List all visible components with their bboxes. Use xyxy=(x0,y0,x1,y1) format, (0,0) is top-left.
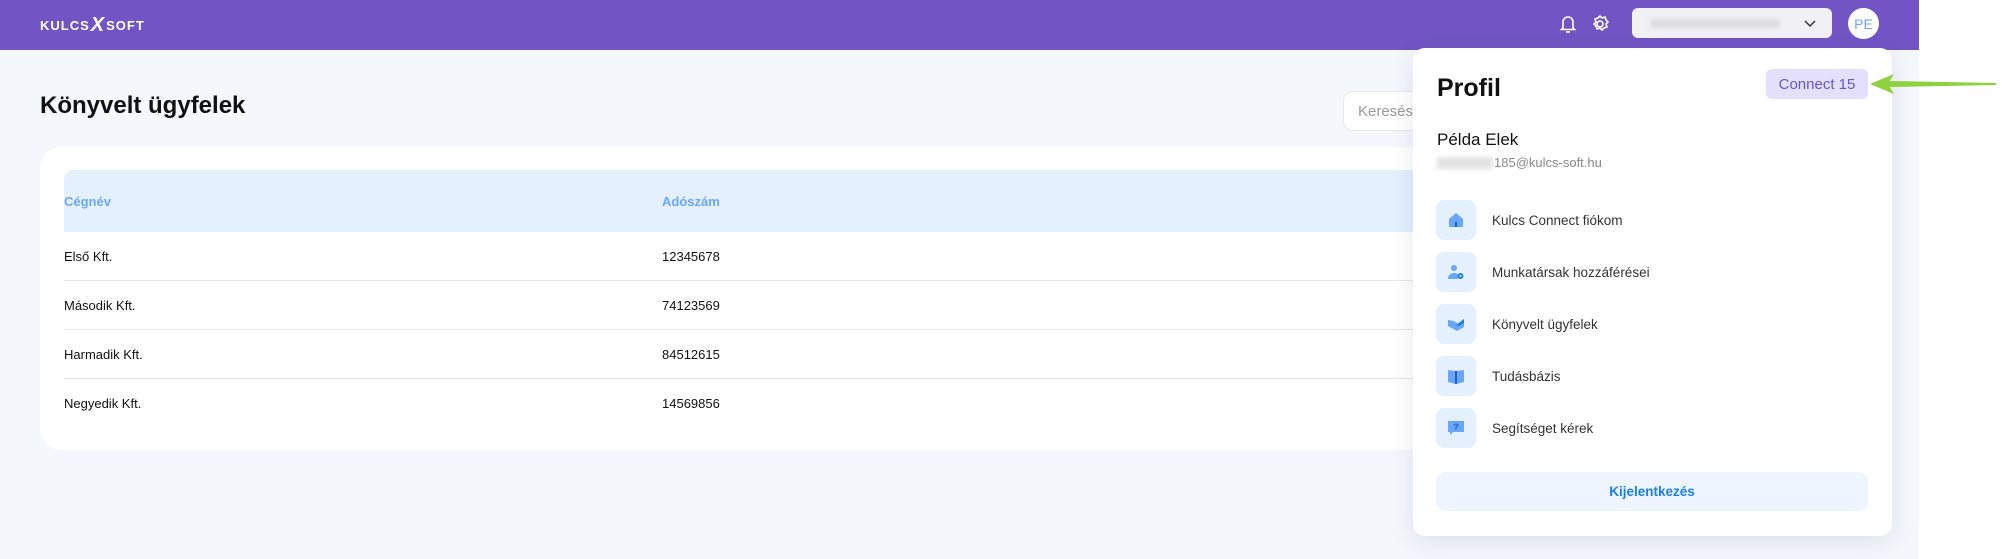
logout-button[interactable]: Kijelentkezés xyxy=(1436,472,1868,511)
version-badge: Connect 15 xyxy=(1766,69,1868,99)
avatar[interactable]: PE xyxy=(1848,8,1879,39)
tax-number: 12345678 xyxy=(662,249,720,264)
tax-number: 74123569 xyxy=(662,298,720,313)
table-row[interactable]: Harmadik Kft. 84512615 xyxy=(64,330,1856,379)
column-label: Cégnév xyxy=(64,194,111,209)
user-settings-icon xyxy=(1436,252,1476,292)
bell-icon[interactable] xyxy=(1556,12,1580,36)
menu-item-label: Munkatársak hozzáférései xyxy=(1492,264,1650,280)
user-name: Példa Elek xyxy=(1437,130,1519,149)
top-bar: KULCS X SOFT PE xyxy=(0,0,1919,50)
table-row[interactable]: Első Kft. 12345678 xyxy=(64,232,1856,281)
chevron-down-icon xyxy=(1804,20,1816,28)
column-header-tax-number[interactable]: Adószám xyxy=(662,194,720,209)
table-row[interactable]: Negyedik Kft. 14569856 xyxy=(64,379,1856,428)
logo-mark: X xyxy=(90,14,106,36)
menu-item-knowledge-base[interactable]: Tudásbázis xyxy=(1436,356,1856,396)
menu-item-help[interactable]: ? Segítséget kérek xyxy=(1436,408,1856,448)
menu-item-label: Könyvelt ügyfelek xyxy=(1492,316,1598,332)
user-email: 185@kulcs-soft.hu xyxy=(1437,155,1602,170)
menu-item-label: Kulcs Connect fiókom xyxy=(1492,212,1623,228)
book-icon xyxy=(1436,356,1476,396)
logo-text: KULCS xyxy=(40,17,90,33)
tax-number: 84512615 xyxy=(662,347,720,362)
menu-item-colleague-access[interactable]: Munkatársak hozzáférései xyxy=(1436,252,1856,292)
table-row[interactable]: Második Kft. 74123569 xyxy=(64,281,1856,330)
page-title: Könyvelt ügyfelek xyxy=(40,92,246,119)
company-name: Negyedik Kft. xyxy=(64,396,142,411)
menu-item-label: Tudásbázis xyxy=(1492,368,1561,384)
kulcs-soft-logo[interactable]: KULCS X SOFT xyxy=(40,14,145,36)
home-icon xyxy=(1436,200,1476,240)
handshake-icon xyxy=(1436,304,1476,344)
redacted-email-part xyxy=(1437,156,1493,169)
company-select[interactable] xyxy=(1632,8,1832,38)
svg-text:?: ? xyxy=(1453,422,1459,432)
menu-item-account[interactable]: Kulcs Connect fiókom xyxy=(1436,200,1856,240)
company-name: Második Kft. xyxy=(64,298,136,313)
column-header-company[interactable]: Cégnév xyxy=(64,194,111,209)
menu-item-label: Segítséget kérek xyxy=(1492,420,1594,436)
profile-dropdown: Profil Connect 15 Példa Elek 185@kulcs-s… xyxy=(1413,48,1892,536)
gear-icon[interactable] xyxy=(1588,12,1612,36)
company-name: Harmadik Kft. xyxy=(64,347,143,362)
email-text: 185@kulcs-soft.hu xyxy=(1494,155,1602,170)
menu-item-clients[interactable]: Könyvelt ügyfelek xyxy=(1436,304,1856,344)
company-name: Első Kft. xyxy=(64,249,113,264)
profile-title: Profil xyxy=(1437,74,1501,102)
tax-number: 14569856 xyxy=(662,396,720,411)
redacted-selection xyxy=(1650,19,1780,28)
logo-text: SOFT xyxy=(106,17,145,33)
help-chat-icon: ? xyxy=(1436,408,1476,448)
annotation-arrow-icon xyxy=(1870,74,1996,94)
